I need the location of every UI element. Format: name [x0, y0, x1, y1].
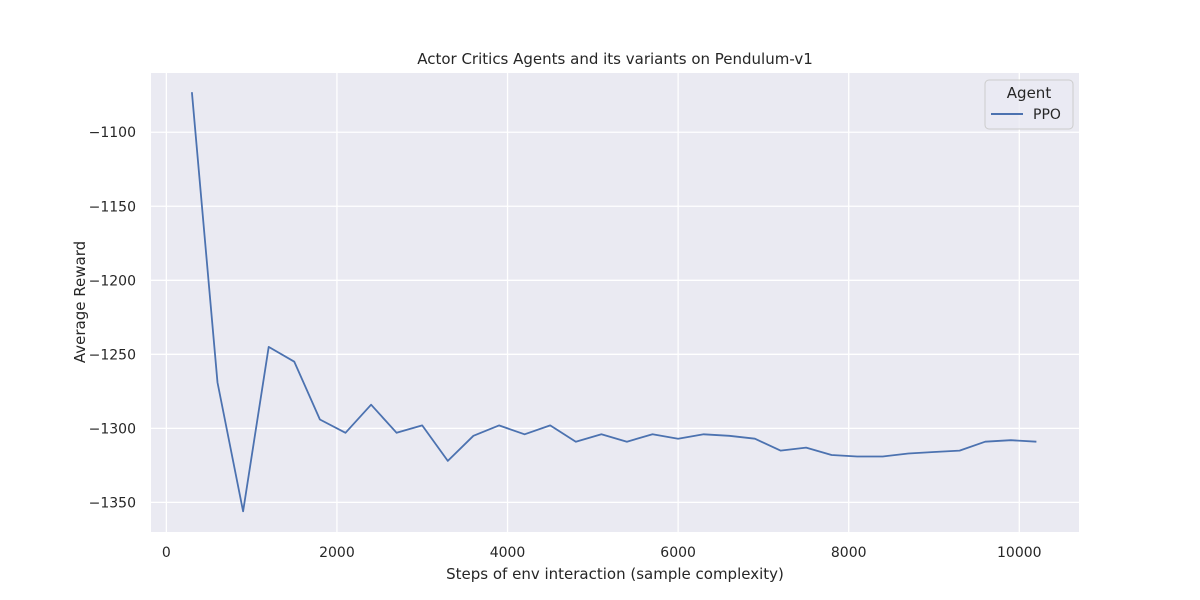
y-tick-label: −1100	[89, 125, 136, 141]
x-tick-label: 2000	[319, 545, 355, 561]
data-point	[420, 423, 424, 427]
x-tick-label: 6000	[660, 545, 696, 561]
series-layer	[190, 90, 1038, 513]
data-point	[446, 459, 450, 463]
x-tick-label: 8000	[831, 545, 867, 561]
data-point	[983, 440, 987, 444]
data-point	[830, 453, 834, 457]
plot-area	[151, 73, 1079, 532]
data-point	[599, 432, 603, 436]
legend: Agent PPO	[984, 79, 1074, 130]
chart-title: Actor Critics Agents and its variants on…	[417, 50, 813, 68]
y-axis-label: Average Reward	[71, 241, 89, 363]
x-axis-ticks: 0 2000 4000 6000 8000 10000	[162, 545, 1042, 561]
data-point	[267, 345, 271, 349]
data-point	[932, 450, 936, 454]
data-point	[1034, 440, 1038, 444]
y-tick-label: −1300	[89, 421, 136, 437]
data-point	[318, 417, 322, 421]
data-point	[523, 432, 527, 436]
data-point	[651, 432, 655, 436]
x-axis-label: Steps of env interaction (sample complex…	[446, 565, 784, 583]
grid-lines	[151, 73, 1079, 532]
data-point	[625, 440, 629, 444]
data-point	[753, 437, 757, 441]
data-point	[958, 449, 962, 453]
y-tick-label: −1350	[89, 495, 136, 511]
y-tick-label: −1250	[89, 347, 136, 363]
data-point	[574, 440, 578, 444]
data-point	[216, 380, 220, 384]
data-point	[804, 446, 808, 450]
data-point	[778, 449, 782, 453]
data-point	[702, 432, 706, 436]
y-axis-ticks: −1100 −1150 −1200 −1250 −1300 −1350	[89, 125, 136, 511]
data-point	[343, 431, 347, 435]
data-point	[676, 437, 680, 441]
data-point	[369, 403, 373, 407]
series-line-ppo	[191, 92, 1037, 513]
x-tick-label: 10000	[997, 545, 1042, 561]
data-point	[241, 509, 245, 513]
data-point	[881, 454, 885, 458]
data-point	[395, 431, 399, 435]
data-point	[548, 423, 552, 427]
data-point	[1009, 438, 1013, 442]
x-tick-label: 4000	[490, 545, 526, 561]
data-point	[497, 423, 501, 427]
data-point	[855, 454, 859, 458]
legend-box	[984, 79, 1074, 130]
data-point	[471, 434, 475, 438]
data-point	[906, 452, 910, 456]
y-tick-label: −1200	[89, 273, 136, 289]
x-tick-label: 0	[162, 545, 171, 561]
data-point	[727, 434, 731, 438]
data-point	[190, 90, 194, 94]
legend-title: Agent	[1007, 84, 1052, 102]
legend-label-ppo: PPO	[1033, 107, 1061, 123]
y-tick-label: −1150	[89, 199, 136, 215]
data-point	[292, 360, 296, 364]
